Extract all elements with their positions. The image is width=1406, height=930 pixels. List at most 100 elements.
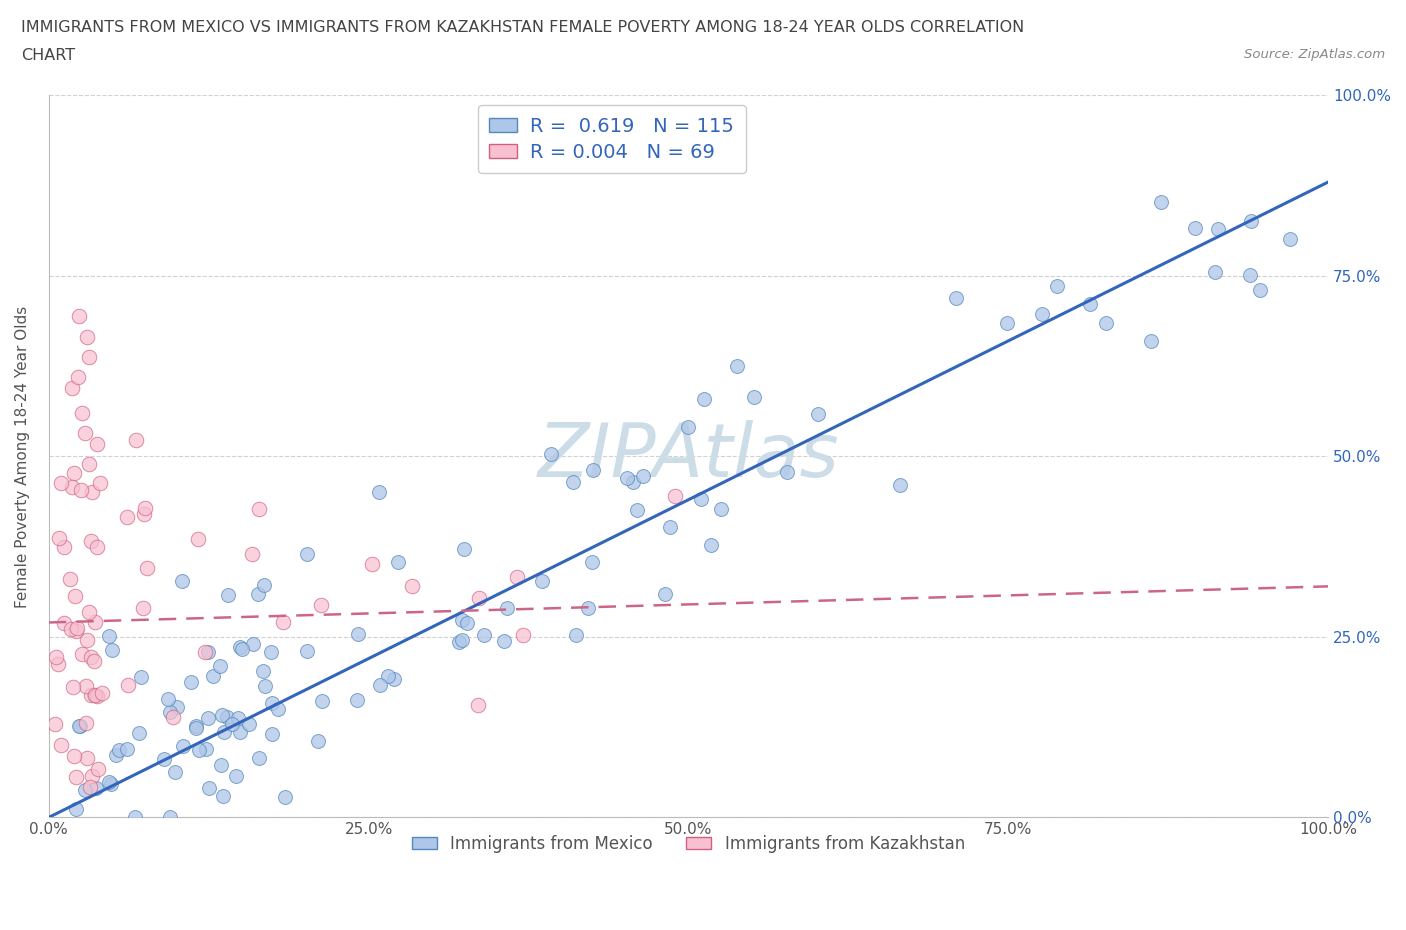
Point bbox=[347, 627, 370, 642]
Point bbox=[467, 698, 489, 712]
Point bbox=[240, 546, 263, 561]
Point bbox=[134, 500, 156, 515]
Point bbox=[187, 531, 209, 546]
Point bbox=[468, 591, 491, 605]
Point bbox=[1249, 283, 1271, 298]
Point bbox=[225, 769, 247, 784]
Point bbox=[194, 742, 217, 757]
Point bbox=[62, 679, 84, 694]
Point bbox=[710, 502, 733, 517]
Point bbox=[136, 561, 159, 576]
Point bbox=[368, 677, 391, 692]
Point bbox=[60, 380, 83, 395]
Point bbox=[69, 718, 91, 733]
Text: CHART: CHART bbox=[21, 48, 75, 63]
Point bbox=[45, 649, 67, 664]
Point bbox=[582, 462, 605, 477]
Point bbox=[659, 520, 682, 535]
Point bbox=[128, 725, 150, 740]
Point bbox=[368, 485, 391, 499]
Point bbox=[124, 432, 146, 447]
Point bbox=[775, 465, 797, 480]
Point bbox=[1139, 334, 1161, 349]
Point bbox=[159, 810, 181, 825]
Point bbox=[67, 309, 90, 324]
Point bbox=[70, 646, 93, 661]
Point bbox=[80, 687, 103, 702]
Point bbox=[616, 471, 638, 485]
Point bbox=[75, 715, 97, 730]
Point bbox=[231, 642, 253, 657]
Point bbox=[246, 586, 269, 601]
Point bbox=[267, 702, 290, 717]
Point bbox=[742, 390, 765, 405]
Point bbox=[197, 780, 219, 795]
Point bbox=[1095, 315, 1118, 330]
Point bbox=[492, 633, 515, 648]
Point bbox=[453, 541, 475, 556]
Point bbox=[626, 502, 648, 517]
Point bbox=[212, 724, 235, 739]
Point bbox=[80, 533, 103, 548]
Point bbox=[456, 616, 478, 631]
Point bbox=[229, 724, 252, 739]
Point bbox=[1278, 232, 1301, 246]
Point bbox=[692, 392, 714, 406]
Point bbox=[65, 802, 87, 817]
Point bbox=[98, 629, 121, 644]
Point bbox=[260, 644, 283, 659]
Point bbox=[540, 446, 562, 461]
Point bbox=[157, 691, 180, 706]
Point bbox=[83, 654, 105, 669]
Point bbox=[76, 633, 98, 648]
Point bbox=[496, 601, 519, 616]
Point bbox=[505, 569, 527, 584]
Point bbox=[153, 752, 176, 767]
Point bbox=[807, 406, 830, 421]
Point bbox=[180, 674, 202, 689]
Point bbox=[197, 644, 219, 659]
Point bbox=[80, 650, 103, 665]
Point bbox=[217, 588, 239, 603]
Point bbox=[117, 678, 139, 693]
Point bbox=[194, 644, 217, 659]
Point bbox=[576, 601, 599, 616]
Point bbox=[84, 687, 107, 702]
Point bbox=[52, 540, 75, 555]
Point bbox=[311, 694, 333, 709]
Point bbox=[212, 789, 235, 804]
Point bbox=[346, 693, 368, 708]
Point bbox=[252, 663, 274, 678]
Point bbox=[309, 598, 332, 613]
Point bbox=[451, 612, 474, 627]
Point bbox=[162, 710, 184, 724]
Point bbox=[295, 644, 318, 658]
Point bbox=[664, 488, 686, 503]
Point bbox=[242, 637, 264, 652]
Point bbox=[82, 485, 104, 499]
Point bbox=[221, 717, 243, 732]
Point bbox=[77, 457, 100, 472]
Point bbox=[66, 620, 89, 635]
Point bbox=[65, 623, 87, 638]
Point bbox=[86, 688, 108, 703]
Point bbox=[1239, 267, 1261, 282]
Point bbox=[217, 710, 239, 724]
Point bbox=[889, 477, 911, 492]
Point bbox=[945, 291, 967, 306]
Point bbox=[83, 688, 105, 703]
Point bbox=[101, 643, 124, 658]
Point bbox=[271, 614, 294, 629]
Text: Source: ZipAtlas.com: Source: ZipAtlas.com bbox=[1244, 48, 1385, 61]
Point bbox=[382, 672, 405, 687]
Point bbox=[361, 557, 384, 572]
Point bbox=[60, 480, 83, 495]
Point bbox=[186, 721, 208, 736]
Y-axis label: Female Poverty Among 18-24 Year Olds: Female Poverty Among 18-24 Year Olds bbox=[15, 305, 30, 607]
Point bbox=[512, 628, 534, 643]
Point bbox=[1206, 221, 1229, 236]
Point bbox=[631, 469, 654, 484]
Point bbox=[690, 491, 713, 506]
Point bbox=[59, 571, 82, 586]
Point bbox=[450, 632, 472, 647]
